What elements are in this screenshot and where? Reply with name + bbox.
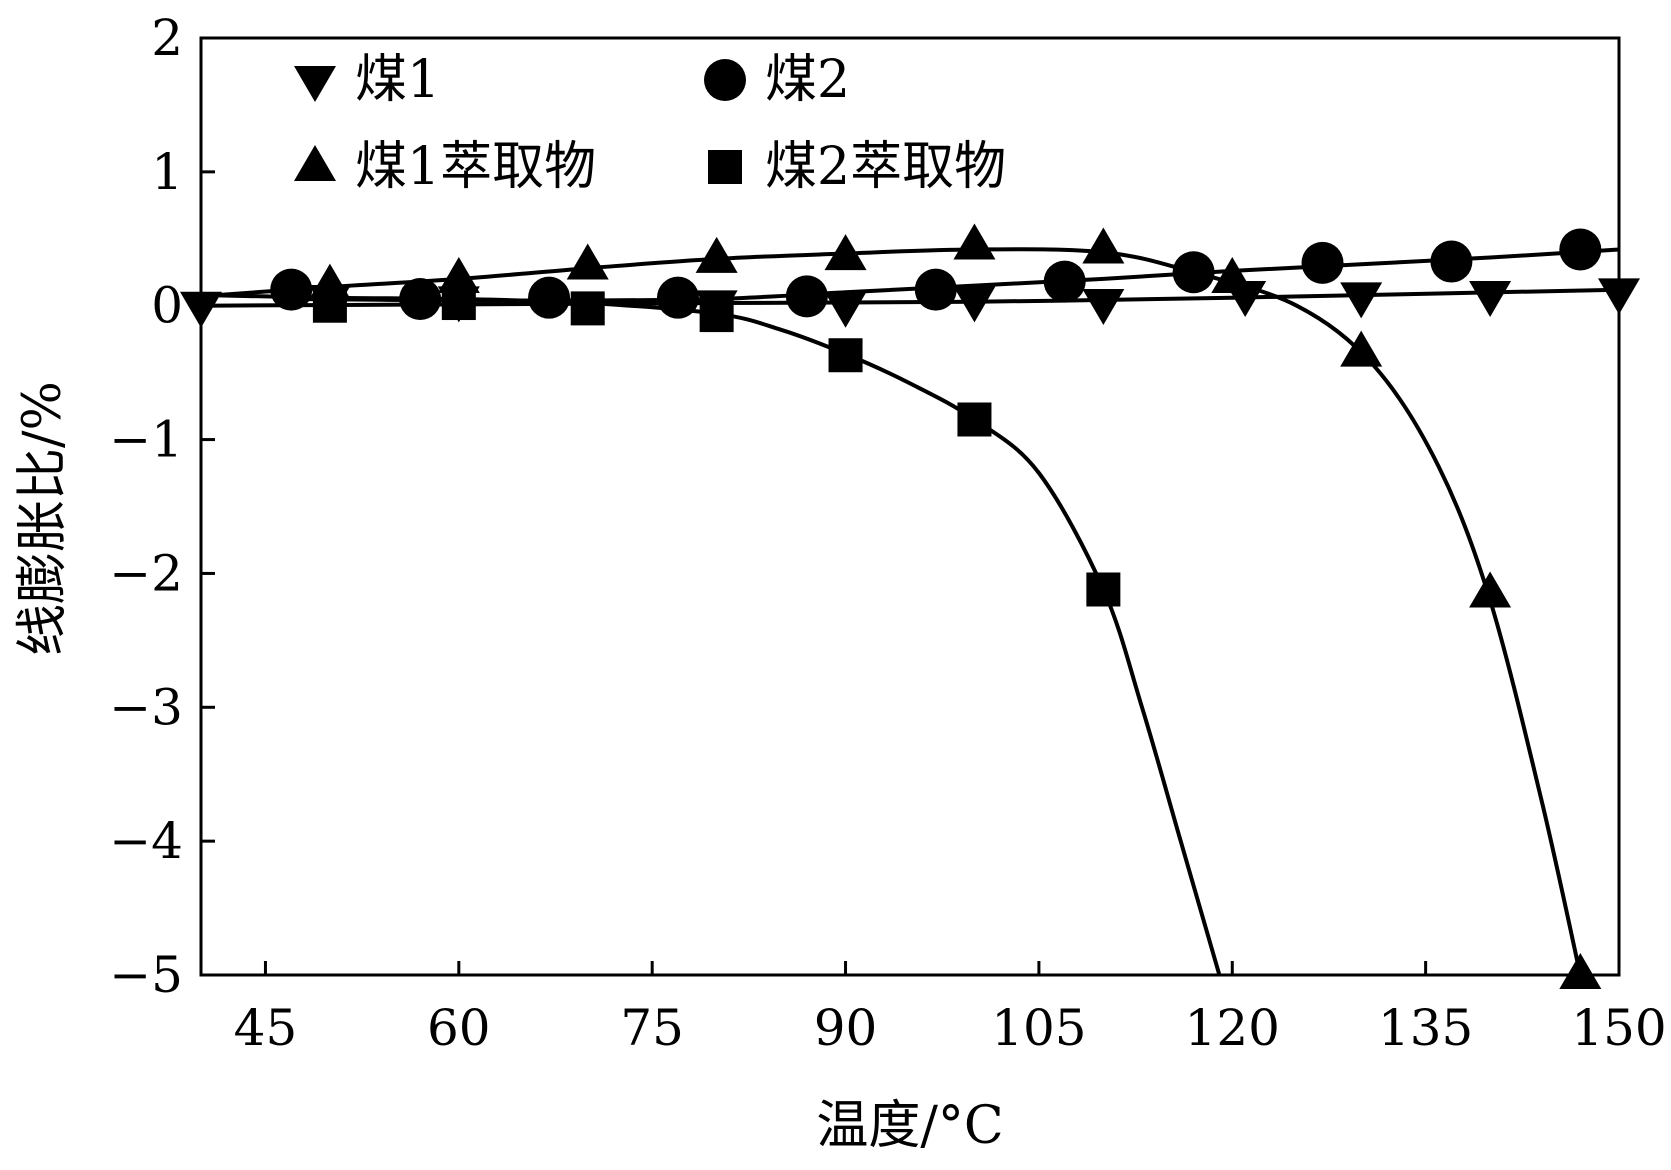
legend-marker-coal2-extract	[708, 150, 742, 184]
legend-item-coal1: 煤1	[294, 50, 440, 110]
coal1-extract-point	[437, 256, 480, 293]
y-tick-label: 0	[151, 277, 183, 335]
coal2-point	[1043, 260, 1086, 303]
coal2-extract-point	[828, 338, 863, 373]
coal2-extract-point	[699, 298, 734, 333]
coal1-point	[953, 286, 996, 323]
coal1-point	[1598, 278, 1640, 315]
y-tick-label: −2	[109, 544, 183, 602]
coal1-extract-point	[1559, 953, 1602, 989]
x-tick-label: 75	[620, 999, 684, 1057]
coal1-extract-point	[566, 243, 609, 280]
coal2-extract-point	[441, 286, 476, 321]
coal1-point	[1082, 289, 1125, 326]
markers-group	[180, 223, 1640, 989]
x-tick-label: 135	[1378, 999, 1473, 1057]
legend: 煤1 煤2 煤1萃取物 煤2萃取物	[294, 50, 1006, 197]
x-tick-label: 120	[1185, 999, 1280, 1057]
coal1-extract-point	[1082, 227, 1125, 264]
coal1-point	[1340, 282, 1383, 319]
coal1-point	[1469, 281, 1512, 318]
legend-label-coal1: 煤1	[355, 50, 440, 110]
legend-label-coal2: 煤2	[765, 50, 850, 110]
legend-item-coal1-extract: 煤1萃取物	[294, 137, 596, 197]
x-tick-label: 105	[991, 999, 1086, 1057]
coal1-extract-point	[1340, 330, 1383, 367]
y-tick-label: −5	[109, 946, 183, 1004]
coal2-extract-point	[957, 402, 992, 437]
legend-item-coal2: 煤2	[704, 50, 850, 110]
legend-marker-coal1	[294, 66, 336, 102]
coal2-extract-curve	[201, 293, 1222, 975]
y-tick-label: 2	[151, 9, 183, 67]
coal1-extract-point	[1211, 256, 1254, 293]
y-tick-label: −1	[109, 411, 183, 469]
y-tick-label: 1	[151, 143, 183, 201]
coal2-point	[785, 275, 828, 318]
coal2-point	[1430, 240, 1473, 283]
y-axis-title: 线膨胀比/%	[13, 381, 73, 656]
coal2-extract-point	[312, 288, 347, 323]
coal2-point	[656, 276, 699, 319]
coal2-point	[399, 278, 442, 321]
coal2-point	[528, 276, 571, 319]
y-tick-label: −3	[109, 678, 183, 736]
coal1-extract-point	[695, 236, 738, 273]
x-tick-label: 45	[234, 999, 298, 1057]
coal1-extract-point	[824, 234, 867, 271]
coal1-point	[180, 291, 222, 328]
plot-frame	[199, 36, 1621, 977]
legend-marker-coal1-extract	[294, 145, 336, 181]
coal1-extract-point	[953, 223, 996, 260]
coal1-extract-point	[1469, 571, 1512, 608]
legend-label-coal2-extract: 煤2萃取物	[765, 137, 1006, 197]
y-tick-label: −4	[109, 812, 183, 870]
x-tick-label: 150	[1571, 999, 1666, 1057]
coal2-point	[1301, 241, 1344, 284]
coal2-point	[270, 268, 313, 311]
axes-group: 45 60 75 90 105 120 135 150 2 1 0 −1 −2 −3 −4 −5	[109, 9, 1666, 1057]
coal2-point	[1172, 251, 1215, 294]
legend-marker-coal2	[704, 59, 746, 101]
legend-item-coal2-extract: 煤2萃取物	[708, 137, 1006, 197]
x-axis-title: 温度/°C	[816, 1096, 1003, 1156]
coal2-point	[1559, 228, 1602, 271]
coal2-extract-point	[570, 291, 605, 326]
coal2-point	[914, 268, 957, 311]
coal2-extract-point	[1086, 572, 1121, 607]
x-tick-label: 60	[427, 999, 491, 1057]
legend-label-coal1-extract: 煤1萃取物	[355, 137, 596, 197]
x-tick-label: 90	[814, 999, 878, 1057]
curves-group	[201, 247, 1619, 975]
coal1-point	[824, 291, 867, 328]
